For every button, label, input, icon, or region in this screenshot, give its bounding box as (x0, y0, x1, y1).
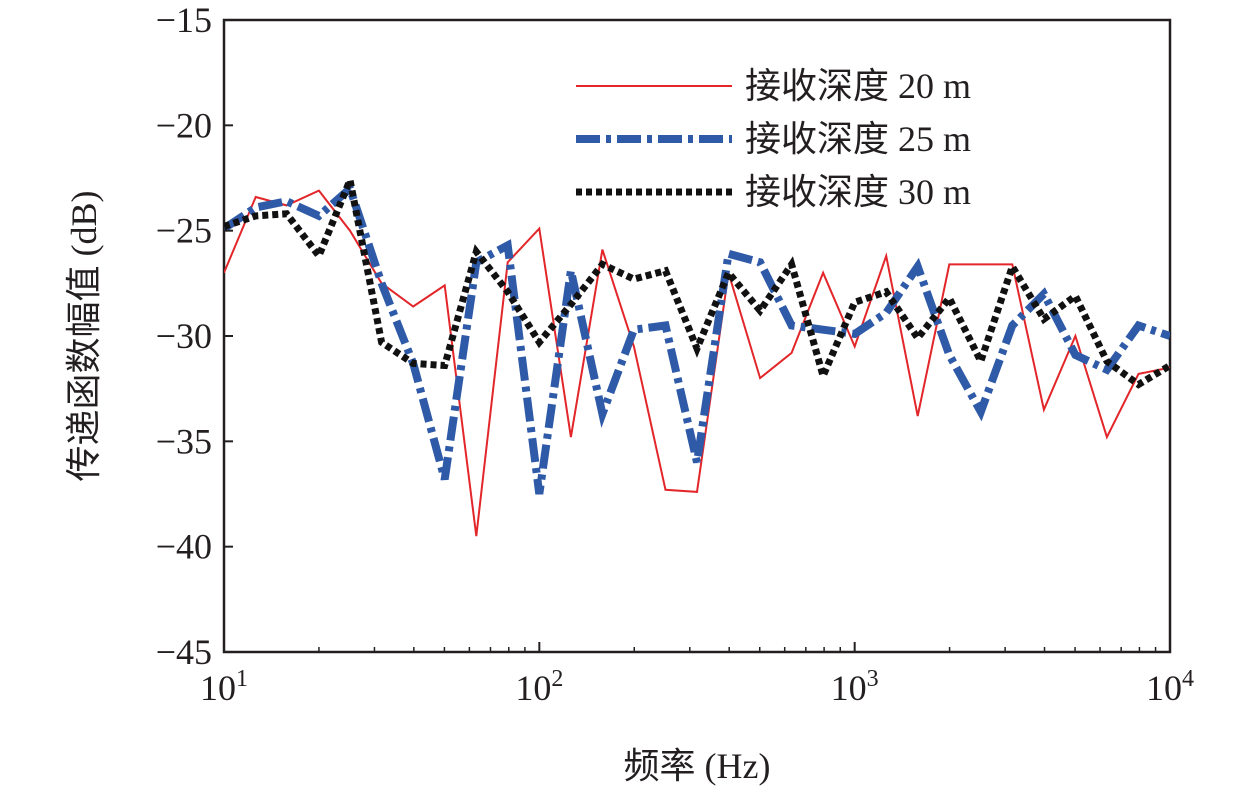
y-tick-label: −20 (156, 105, 212, 145)
x-axis: 101 102 103 104 (200, 642, 1194, 708)
x-tick-label: 101 (200, 666, 248, 708)
series-line-2 (224, 181, 1170, 495)
legend-label-3: 接收深度 30 m (745, 172, 971, 212)
y-tick-label: −40 (156, 527, 212, 567)
y-tick-label: −35 (156, 421, 212, 461)
legend-label-1: 接收深度 20 m (745, 66, 971, 106)
y-tick-label: −25 (156, 211, 212, 251)
legend: 接收深度 20 m 接收深度 25 m 接收深度 30 m (576, 66, 971, 212)
x-axis-title: 频率 (Hz) (624, 746, 771, 786)
legend-label-2: 接收深度 25 m (745, 119, 971, 159)
y-tick-label: −45 (156, 632, 212, 672)
y-tick-label: −30 (156, 316, 212, 356)
x-tick-label: 102 (515, 666, 563, 708)
y-axis-title: 传递函数幅值 (dB) (64, 191, 104, 482)
y-axis: −15 −20 −25 −30 −35 −40 −45 (156, 0, 233, 672)
x-tick-label: 103 (831, 666, 879, 708)
series-line-3 (224, 167, 1170, 389)
x-tick-label: 104 (1146, 666, 1194, 708)
series-layer (224, 167, 1170, 537)
y-tick-label: −15 (156, 0, 212, 40)
